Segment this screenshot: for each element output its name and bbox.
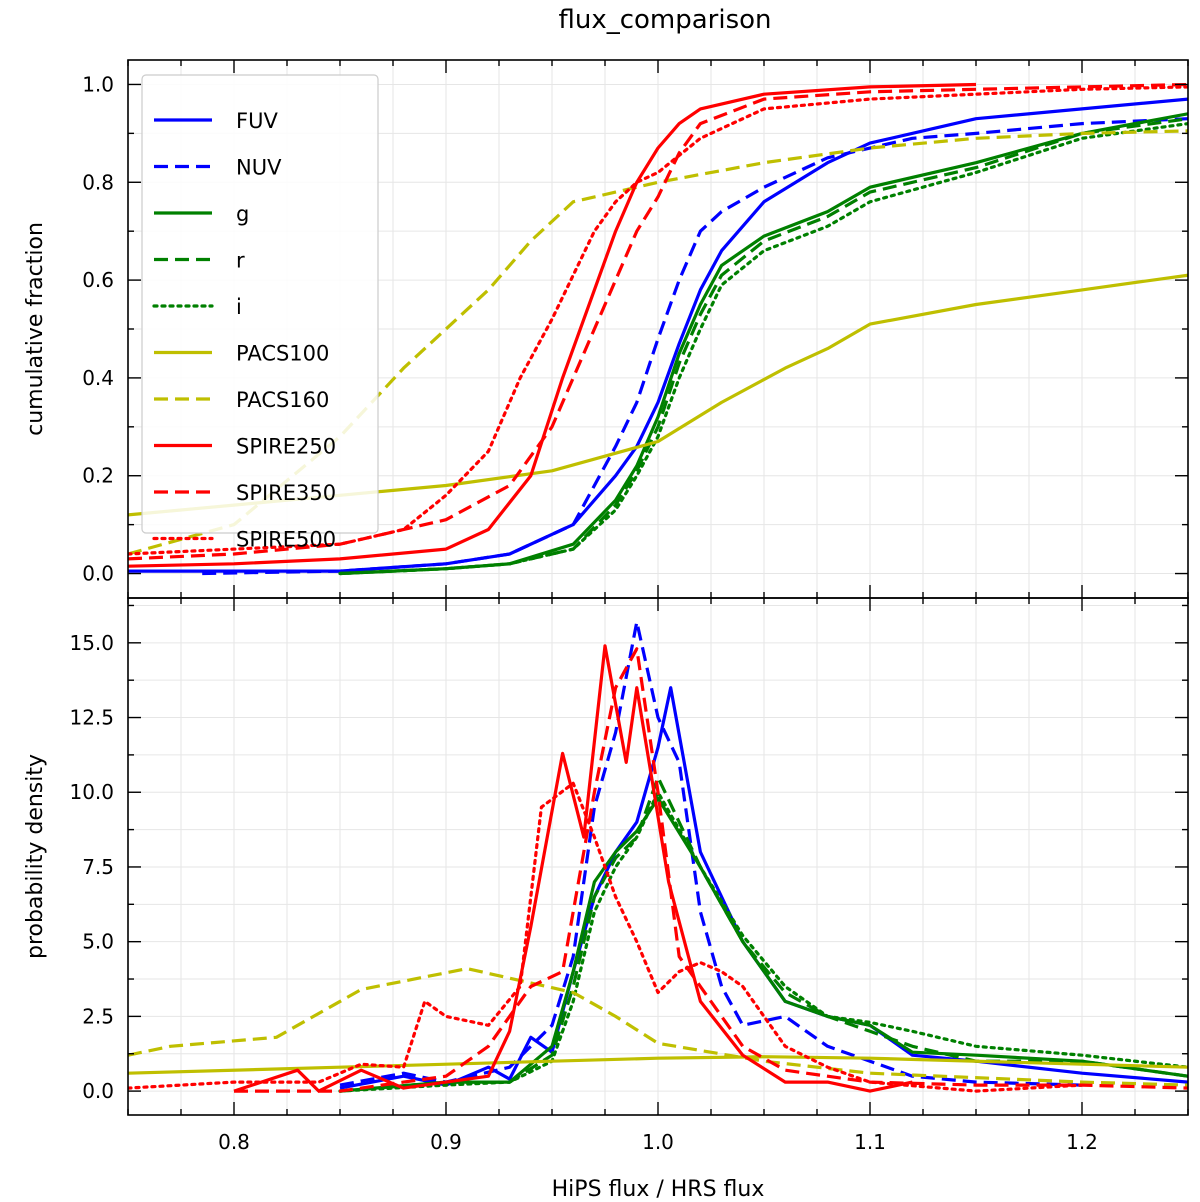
legend-label-spire250: SPIRE250 [236, 435, 336, 459]
legend-label-r: r [236, 249, 245, 273]
series-line-r-density [339, 775, 1188, 1093]
series-line-spire250-density [233, 644, 913, 1093]
y-tick-label: 2.5 [82, 1004, 114, 1028]
chart-title: flux_comparison [558, 5, 771, 35]
series-line-i-cumulative [338, 122, 1188, 576]
legend-label-pacs160: PACS160 [236, 388, 329, 412]
legend-label-spire350: SPIRE350 [236, 481, 336, 505]
x-tick-label: 1.2 [1066, 1130, 1098, 1154]
y-tick-label: 12.5 [69, 706, 114, 730]
series-line-spire350-density [234, 647, 1188, 1093]
legend: FUV NUV gri PACS100 PACS160 SPIRE250 SPIRE350 S… [141, 74, 379, 552]
y-tick-label: 0.2 [82, 464, 114, 488]
y-tick-label: 7.5 [82, 855, 114, 879]
series-line-spire250-cumulative [128, 82, 977, 568]
legend-label-i: i [236, 295, 242, 319]
y-tick-label: 10.0 [69, 780, 114, 804]
series-line-spire350-cumulative [128, 82, 1188, 561]
y-tick-label: 0.0 [82, 1079, 114, 1103]
cumulative-panel: 0.0 0.2 0.4 0.6 0.8 1.0 cumulative fraction [23, 59, 1189, 599]
y-tick-label: 5.0 [82, 930, 114, 954]
y-tick-label: 0.0 [82, 562, 114, 586]
series-line-i-density [338, 790, 1188, 1093]
y-tick-label: 0.4 [82, 366, 114, 390]
x-tick-label: 0.8 [218, 1130, 250, 1154]
series-line-spire500-density [128, 781, 1084, 1093]
x-axis-label: HiPS flux / HRS flux [552, 1177, 765, 1202]
y-tick-label: 0.6 [82, 268, 114, 292]
y-tick-label: 15.0 [69, 631, 114, 655]
y-axis-label-cumulative: cumulative fraction [23, 222, 48, 436]
series-line-pacs160-density [128, 967, 1188, 1087]
legend-label-spire500: SPIRE500 [236, 528, 336, 552]
legend-label-nuv: NUV [236, 156, 282, 180]
x-tick-label: 0.9 [430, 1130, 462, 1154]
y-tick-label: 1.0 [82, 72, 114, 96]
legend-label-g: g [236, 202, 249, 226]
series-line-g-cumulative [339, 112, 1188, 576]
legend-label-pacs100: PACS100 [236, 342, 329, 366]
legend-label-fuv: FUV [236, 109, 278, 133]
series-line-nuv-cumulative [202, 117, 1188, 576]
y-tick-label: 0.8 [82, 170, 114, 194]
legend-box [141, 74, 379, 534]
x-tick-label: 1.1 [854, 1130, 886, 1154]
density-panel: 0.0 2.5 5.0 7.5 10.0 12.5 15.0 probability dens… [23, 597, 1189, 1154]
y-axis-label-density: probability density [23, 754, 48, 959]
x-tick-label: 1.0 [642, 1130, 674, 1154]
